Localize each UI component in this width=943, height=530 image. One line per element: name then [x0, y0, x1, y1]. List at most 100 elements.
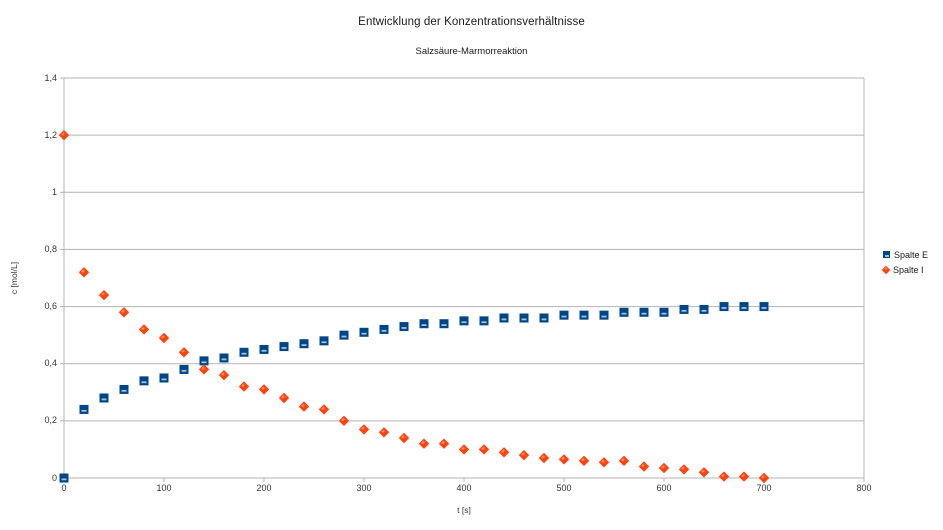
data-point-spalte-e-highlight — [601, 315, 607, 318]
data-point-spalte-e-highlight — [61, 478, 67, 481]
data-point-spalte-e-highlight — [481, 321, 487, 324]
y-tick-label: 0,4 — [44, 358, 57, 369]
data-point-spalte-i — [198, 364, 210, 375]
x-tick-label: 400 — [456, 483, 472, 493]
data-point-spalte-i — [358, 424, 370, 435]
legend: Spalte E Spalte I — [881, 247, 928, 277]
data-point-spalte-e-highlight — [461, 321, 467, 324]
data-point-spalte-i-highlight — [341, 417, 345, 422]
data-point-spalte-i — [618, 455, 630, 467]
data-point-spalte-i-highlight — [481, 446, 485, 450]
data-point-spalte-i-highlight — [321, 406, 325, 410]
data-point-spalte-e — [679, 304, 689, 314]
data-point-spalte-i — [118, 307, 130, 318]
y-tick-label: 0,2 — [44, 415, 57, 426]
legend-marker-square-icon — [883, 251, 890, 258]
data-point-spalte-i — [418, 438, 430, 449]
data-point-spalte-i — [98, 289, 110, 301]
data-point-spalte-e — [579, 310, 589, 320]
data-point-spalte-e — [199, 356, 209, 366]
data-point-spalte-i — [738, 471, 750, 482]
data-point-spalte-e — [139, 376, 149, 386]
data-point-spalte-i — [278, 392, 290, 404]
data-point-spalte-e-highlight — [761, 307, 767, 309]
data-point-spalte-e — [439, 319, 449, 329]
data-point-spalte-e-highlight — [561, 315, 567, 318]
data-point-spalte-i-highlight — [241, 383, 245, 388]
data-point-spalte-i — [298, 401, 310, 412]
data-point-spalte-i — [698, 467, 710, 478]
data-point-spalte-i — [258, 384, 270, 395]
data-point-spalte-i — [318, 404, 330, 415]
data-point-spalte-i-highlight — [741, 473, 745, 478]
data-point-spalte-e-highlight — [221, 358, 227, 361]
data-point-spalte-i-highlight — [461, 446, 465, 450]
data-point-spalte-e — [79, 404, 89, 414]
x-tick-label: 300 — [356, 483, 372, 493]
y-tick-label: 0,8 — [44, 243, 57, 254]
data-point-spalte-i — [638, 461, 650, 472]
data-point-spalte-i-highlight — [441, 440, 445, 445]
data-point-spalte-e-highlight — [161, 378, 167, 381]
data-point-spalte-i — [518, 449, 530, 461]
data-point-spalte-i-highlight — [541, 455, 545, 459]
data-point-spalte-e — [519, 313, 529, 323]
data-point-spalte-e — [119, 384, 129, 394]
data-point-spalte-i-highlight — [61, 132, 65, 136]
data-point-spalte-e-highlight — [541, 318, 547, 321]
data-point-spalte-i-highlight — [401, 435, 405, 439]
x-tick-label: 600 — [656, 483, 672, 493]
data-point-spalte-e — [219, 353, 229, 363]
data-point-spalte-e — [619, 307, 629, 317]
data-point-spalte-e-highlight — [241, 352, 247, 355]
data-point-spalte-e — [599, 310, 609, 320]
data-point-spalte-i-highlight — [81, 269, 85, 273]
data-point-spalte-i-highlight — [261, 386, 265, 390]
data-point-spalte-i-highlight — [121, 309, 125, 313]
data-point-spalte-e — [59, 473, 69, 483]
data-point-spalte-e — [539, 313, 549, 323]
data-point-spalte-e-highlight — [281, 347, 287, 349]
data-point-spalte-i — [238, 381, 250, 392]
data-point-spalte-e — [379, 324, 389, 334]
data-point-spalte-e — [359, 327, 369, 337]
data-point-spalte-e-highlight — [521, 318, 527, 321]
data-point-spalte-i-highlight — [701, 469, 705, 473]
data-point-spalte-e — [279, 342, 289, 352]
data-point-spalte-e-highlight — [361, 332, 367, 335]
data-point-spalte-e-highlight — [741, 307, 747, 309]
y-tick-label: 0 — [51, 472, 57, 483]
data-point-spalte-e — [339, 330, 349, 340]
data-point-spalte-e-highlight — [121, 389, 127, 392]
data-point-spalte-i-highlight — [561, 456, 565, 460]
x-tick-label: 500 — [556, 483, 572, 493]
y-tick-label: 1,2 — [44, 129, 57, 140]
data-point-spalte-i — [558, 454, 570, 465]
data-point-spalte-e-highlight — [401, 327, 407, 329]
data-point-spalte-e-highlight — [581, 315, 587, 318]
data-point-spalte-e-highlight — [421, 324, 427, 327]
data-point-spalte-i-highlight — [681, 466, 685, 470]
data-point-spalte-e — [639, 307, 649, 317]
data-point-spalte-e-highlight — [681, 309, 687, 312]
data-point-spalte-i-highlight — [141, 326, 145, 330]
data-point-spalte-e — [319, 336, 329, 346]
data-point-spalte-i-highlight — [661, 465, 665, 469]
data-point-spalte-i-highlight — [421, 440, 425, 445]
data-point-spalte-i-highlight — [381, 429, 385, 433]
data-point-spalte-e — [479, 316, 489, 326]
data-point-spalte-e — [399, 322, 409, 332]
data-point-spalte-e — [759, 302, 769, 312]
data-point-spalte-e — [419, 319, 429, 329]
data-point-spalte-e — [159, 373, 169, 383]
data-point-spalte-i-highlight — [581, 457, 585, 462]
data-point-spalte-i — [138, 324, 150, 335]
data-point-spalte-i — [678, 464, 690, 475]
data-point-spalte-e-highlight — [641, 312, 647, 315]
data-point-spalte-i — [158, 332, 170, 344]
data-point-spalte-i-highlight — [301, 403, 305, 408]
data-point-spalte-e-highlight — [381, 329, 387, 332]
data-point-spalte-i-highlight — [501, 449, 505, 453]
data-point-spalte-e-highlight — [341, 335, 347, 338]
